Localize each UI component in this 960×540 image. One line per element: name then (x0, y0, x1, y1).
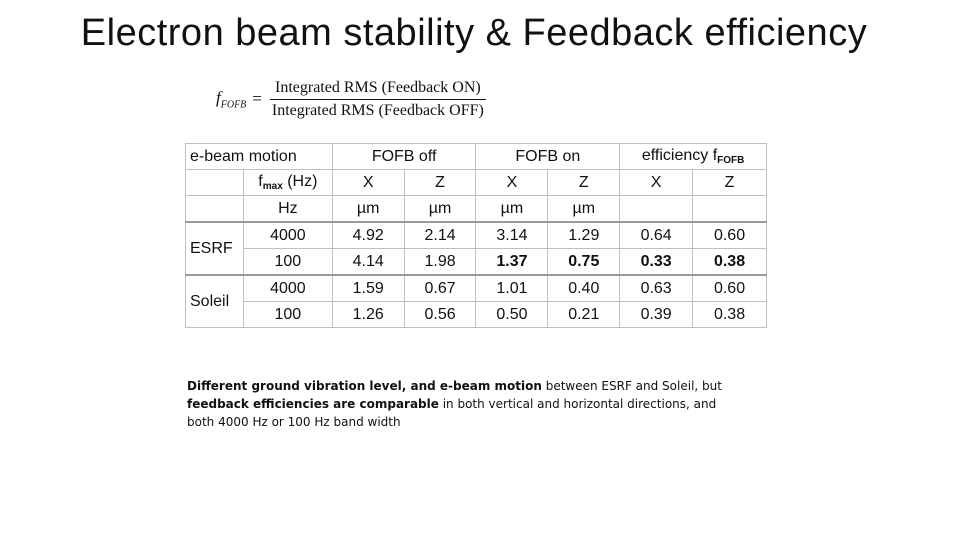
table-row: ESRF 4000 4.92 2.14 3.14 1.29 0.64 0.60 (185, 221, 767, 276)
eff-z-cell: 0.38 (692, 301, 767, 328)
note-text-2: between ESRF and Soleil, but (541, 379, 722, 393)
off-x-cell: 1.59 (331, 274, 405, 302)
note-bold-1: Different ground vibration level, and e-… (187, 379, 542, 393)
slide-title: Electron beam stability & Feedback effic… (80, 12, 868, 54)
formula-numerator: Integrated RMS (Feedback ON) (275, 78, 481, 96)
off-x-cell: 1.26 (331, 301, 405, 328)
on-z-cell: 0.21 (547, 301, 621, 328)
header-fmax: fmax (Hz) (242, 169, 333, 196)
fmax-cell: 100 (242, 248, 333, 276)
table-header-row-2: fmax (Hz) X Z X Z X Z (185, 169, 767, 196)
header-on-x: X (475, 169, 549, 196)
header-efficiency-label: efficiency f (641, 147, 718, 164)
on-z-cell: 1.29 (547, 221, 621, 249)
off-x-cell: 4.14 (331, 248, 405, 276)
table-header-row-1: e-beam motion FOFB off FOFB on efficienc… (185, 143, 767, 170)
on-x-cell: 1.37 (475, 248, 549, 276)
unit-off-x: µm (331, 195, 405, 223)
header-on-z: Z (547, 169, 621, 196)
header-fofb-off: FOFB off (331, 143, 477, 170)
note-text-4: in both vertical and horizontal directio… (187, 397, 717, 429)
efficiency-table: e-beam motion FOFB off FOFB on efficienc… (185, 143, 767, 328)
note-bold-3: feedback efficiencies are comparable (187, 397, 439, 411)
header-eff-x: X (619, 169, 694, 196)
formula-lhs-main: f (216, 87, 221, 107)
efficiency-formula: fFOFB = Integrated RMS (Feedback ON) Int… (216, 74, 486, 124)
header-efficiency-sub: FOFB (717, 155, 745, 166)
table-row: 100 4.14 1.98 1.37 0.75 0.33 0.38 (186, 248, 767, 276)
eff-z-cell: 0.60 (692, 221, 767, 249)
unit-fmax: Hz (242, 195, 333, 223)
on-x-cell: 3.14 (475, 221, 549, 249)
eff-z-cell: 0.38 (692, 248, 767, 276)
eff-x-cell: 0.63 (619, 274, 694, 302)
eff-z-cell: 0.60 (692, 274, 767, 302)
formula-lhs-sub: FOFB (220, 99, 247, 111)
header-efficiency: efficiency fFOFB (619, 143, 767, 170)
unit-on-x: µm (475, 195, 549, 223)
header-off-x: X (331, 169, 405, 196)
unit-eff-x (619, 195, 694, 223)
fmax-cell: 4000 (242, 221, 333, 249)
unit-on-z: µm (547, 195, 621, 223)
table-row: 100 1.26 0.56 0.50 0.21 0.39 0.38 (186, 301, 767, 328)
facility-cell: Soleil (185, 274, 244, 328)
header-fofb-on: FOFB on (475, 143, 621, 170)
table-units-row: Hz µm µm µm µm (185, 195, 767, 223)
caption-note: Different ground vibration level, and e-… (187, 377, 747, 431)
formula-equals: = (252, 89, 262, 108)
fmax-cell: 4000 (242, 274, 333, 302)
header-ebeam-motion: e-beam motion (185, 143, 333, 170)
on-z-cell: 0.75 (547, 248, 621, 276)
header-fmax-unit: (Hz) (282, 173, 318, 190)
off-x-cell: 4.92 (331, 221, 405, 249)
header-blank (185, 169, 244, 196)
facility-cell: ESRF (185, 221, 244, 276)
formula-denominator: Integrated RMS (Feedback OFF) (271, 101, 484, 119)
fraction-bar (269, 98, 486, 100)
off-z-cell: 0.67 (403, 274, 477, 302)
eff-x-cell: 0.33 (619, 248, 694, 276)
fmax-cell: 100 (242, 301, 333, 328)
off-z-cell: 1.98 (403, 248, 477, 276)
header-eff-z: Z (692, 169, 767, 196)
on-z-cell: 0.40 (547, 274, 621, 302)
header-fmax-sub: max (262, 181, 283, 192)
unit-off-z: µm (403, 195, 477, 223)
header-off-z: Z (403, 169, 477, 196)
units-blank (185, 195, 244, 223)
header-fmax-main: f (258, 173, 263, 190)
on-x-cell: 1.01 (475, 274, 549, 302)
eff-x-cell: 0.64 (619, 221, 694, 249)
table-row: Soleil 4000 1.59 0.67 1.01 0.40 0.63 0.6… (185, 274, 767, 328)
off-z-cell: 2.14 (403, 221, 477, 249)
formula-lhs: fFOFB (216, 88, 246, 110)
on-x-cell: 0.50 (475, 301, 549, 328)
formula-fraction: Integrated RMS (Feedback ON) Integrated … (269, 78, 486, 120)
unit-eff-z (692, 195, 767, 223)
off-z-cell: 0.56 (403, 301, 477, 328)
eff-x-cell: 0.39 (619, 301, 694, 328)
